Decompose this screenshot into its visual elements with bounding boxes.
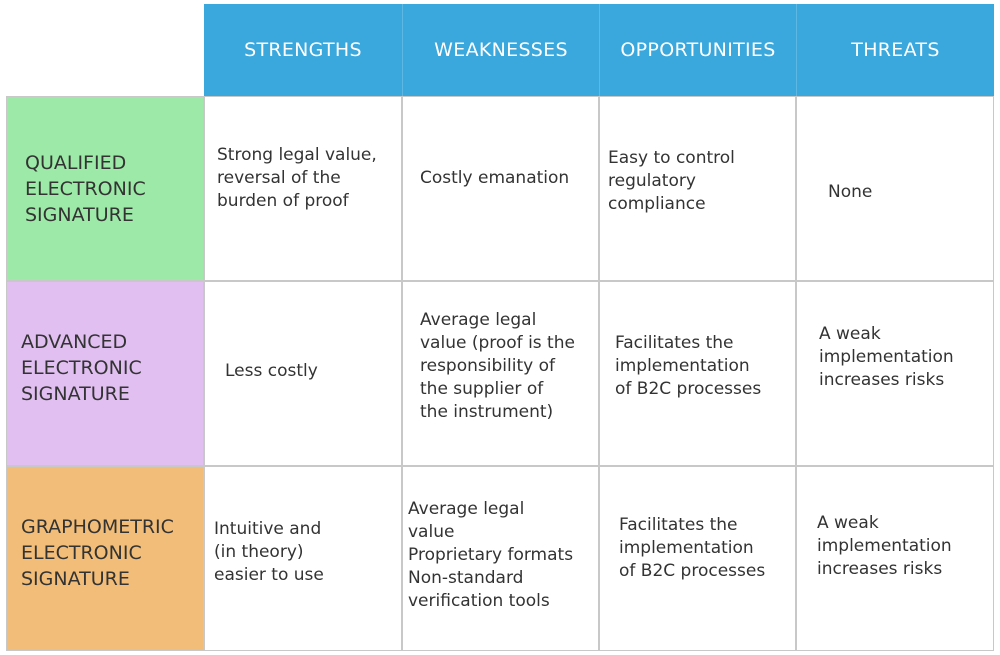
cell-text: Facilitates the implementation of B2C pr…: [615, 333, 762, 399]
cell-text: Less costly: [225, 361, 318, 381]
cell-advanced-opportunities: Facilitates the implementation of B2C pr…: [599, 281, 796, 466]
cell-qualified-weaknesses: Costly emanation: [402, 96, 599, 281]
row-label-line: QUALIFIED: [25, 151, 127, 174]
cell-graphometric-strengths: Intuitive and (in theory) easier to use: [204, 466, 402, 651]
header-strengths: STRENGTHS: [204, 4, 402, 96]
header-weaknesses: WEAKNESSES: [402, 4, 599, 96]
cell-text: A weak implementation increases risks: [819, 324, 954, 390]
row-label-line: ELECTRONIC: [21, 356, 142, 379]
row-label-advanced-text: ADVANCED ELECTRONIC SIGNATURE: [21, 329, 142, 407]
row-label-line: SIGNATURE: [21, 382, 130, 405]
header-strengths-label: STRENGTHS: [244, 39, 362, 61]
cell-text: Easy to control regulatory compliance: [608, 148, 735, 214]
cell-text: Average legal value Proprietary formats …: [408, 499, 574, 611]
cell-text: Costly emanation: [420, 168, 570, 188]
cell-qualified-strengths: Strong legal value, reversal of the burd…: [204, 96, 402, 281]
cell-graphometric-weaknesses: Average legal value Proprietary formats …: [402, 466, 599, 651]
cell-text: Intuitive and (in theory) easier to use: [214, 519, 324, 585]
row-label-line: ADVANCED: [21, 330, 128, 353]
row-label-qualified: QUALIFIED ELECTRONIC SIGNATURE: [6, 96, 204, 281]
header-threats-label: THREATS: [851, 39, 940, 61]
cell-text: Facilitates the implementation of B2C pr…: [619, 515, 766, 581]
row-label-advanced: ADVANCED ELECTRONIC SIGNATURE: [6, 281, 204, 466]
cell-advanced-weaknesses: Average legal value (proof is the respon…: [402, 281, 599, 466]
row-label-graphometric: GRAPHOMETRIC ELECTRONIC SIGNATURE: [6, 466, 204, 651]
row-label-graphometric-text: GRAPHOMETRIC ELECTRONIC SIGNATURE: [21, 514, 174, 592]
row-label-line: SIGNATURE: [21, 567, 130, 590]
row-label-line: GRAPHOMETRIC: [21, 515, 174, 538]
header-opportunities-label: OPPORTUNITIES: [620, 39, 776, 61]
cell-advanced-threats: A weak implementation increases risks: [796, 281, 994, 466]
cell-text: Strong legal value, reversal of the burd…: [217, 145, 377, 211]
row-label-qualified-text: QUALIFIED ELECTRONIC SIGNATURE: [25, 150, 146, 228]
cell-graphometric-threats: A weak implementation increases risks: [796, 466, 994, 651]
cell-graphometric-opportunities: Facilitates the implementation of B2C pr…: [599, 466, 796, 651]
row-label-line: ELECTRONIC: [25, 177, 146, 200]
row-label-line: SIGNATURE: [25, 203, 134, 226]
header-opportunities: OPPORTUNITIES: [599, 4, 796, 96]
header-weaknesses-label: WEAKNESSES: [434, 39, 568, 61]
cell-qualified-opportunities: Easy to control regulatory compliance: [599, 96, 796, 281]
cell-text: A weak implementation increases risks: [817, 513, 952, 579]
cell-text: None: [828, 182, 873, 202]
cell-qualified-threats: None: [796, 96, 994, 281]
cell-text: Average legal value (proof is the respon…: [420, 310, 575, 422]
cell-advanced-strengths: Less costly: [204, 281, 402, 466]
header-threats: THREATS: [796, 4, 994, 96]
row-label-line: ELECTRONIC: [21, 541, 142, 564]
